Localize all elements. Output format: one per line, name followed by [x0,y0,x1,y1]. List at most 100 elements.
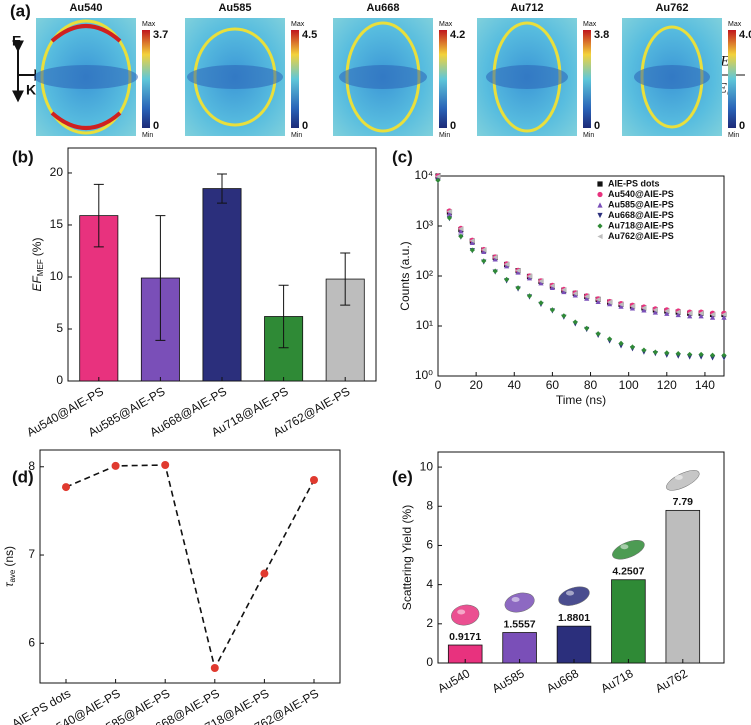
data-point [561,313,567,319]
field-lobe [339,65,427,89]
colorbar-zero: 0 [302,120,308,132]
data-point [584,325,590,331]
hot-spot [50,24,122,43]
y-label-sub: ave [8,569,17,582]
data-point [469,239,475,245]
map-title: Au762 [655,2,688,14]
data-point [709,352,716,358]
x-tick-label: Au762 [653,666,690,696]
colorbar-zero: 0 [594,120,600,132]
error-bar [278,284,289,349]
error-bar [340,252,351,306]
colorbar-max: Max [439,21,453,28]
y-tick-label: 10 [420,459,434,473]
data-point [260,569,269,578]
data-point [492,268,498,274]
y-tick-label: 8 [28,459,35,473]
data-point [664,350,670,356]
colorbar [583,30,591,128]
legend-label: Au585@AIE-PS [608,199,674,209]
legend-label: AIE-PS dots [608,178,660,188]
y-axis-label: Counts (a.u.) [398,241,412,310]
legend-marker [597,212,603,219]
panel-label: (a) [10,1,31,20]
legend-marker [597,202,603,208]
data-point [446,210,453,216]
data-point [492,254,498,260]
y-axis-label: Scattering Yield (%) [400,505,414,610]
error-bar [155,215,166,341]
data-point [549,307,555,313]
colorbar-zero: 0 [450,120,456,132]
y-axis-label: EFMEF (%) [30,238,45,292]
particle-shine [620,544,629,550]
y-label-unit: (ns) [2,546,16,567]
bar [202,188,242,382]
data-point [458,233,464,239]
panel-label: (c) [392,147,413,166]
colorbar-zero: 0 [153,120,159,132]
value-label: 1.5557 [504,618,536,630]
data-point [664,308,670,314]
y-tick-label: 5 [56,321,63,335]
colorbar [728,30,736,128]
data-point [721,314,727,320]
trend-line [65,464,315,671]
legend-label: Au668@AIE-PS [608,210,674,220]
data-point [675,309,681,315]
data-point [161,461,170,470]
particle-icon [612,539,645,560]
bar [611,579,646,664]
data-point [709,311,716,318]
data-point [62,483,70,492]
data-point [687,310,693,316]
y-tick-label: 10⁴ [414,168,433,182]
colorbar-min: Min [142,132,153,139]
data-point [698,313,704,319]
k-label: K [26,82,36,98]
y-tick-label: 10¹ [416,318,433,332]
data-point [652,349,658,355]
data-point [618,301,624,308]
y-tick-label: 8 [426,498,433,512]
colorbar-max: Max [291,21,305,28]
data-point [607,336,613,342]
data-point [721,355,727,361]
map-title: Au540 [69,2,102,14]
data-point [515,267,521,274]
x-tick-label: 140 [695,378,715,392]
x-tick-label: Au718 [598,666,635,696]
data-point [607,299,613,305]
y-label-main: τ [2,581,16,587]
map-title: Au712 [510,2,543,14]
colorbar [439,30,447,128]
data-point [538,300,544,306]
data-point [641,347,647,353]
bar [665,509,701,664]
panel-label: (b) [12,147,34,166]
data-point [687,313,693,319]
colorbar-max-value: 4.0 [739,29,751,41]
data-point [435,173,441,180]
colorbar-max-value: 3.8 [594,29,609,41]
y-tick-label: 10⁰ [415,368,433,382]
x-tick-label: Au668 [544,666,581,696]
legend-label: Au540@AIE-PS [608,189,674,199]
data-point [629,303,636,309]
particle-icon [451,604,480,626]
x-axis-label: Time (ns) [556,393,606,407]
data-point [652,309,658,315]
particle-icon [558,586,590,606]
field-lobe [634,65,710,89]
value-label: 4.2507 [612,566,644,578]
data-point [481,247,487,253]
data-point [721,311,727,318]
data-point [561,287,567,293]
particle-shine [457,609,466,615]
particle-icon [504,592,535,613]
data-point [584,295,590,301]
data-point [458,226,464,232]
y-tick-label: 10² [416,268,433,282]
data-point [515,285,521,291]
data-point [698,310,704,316]
